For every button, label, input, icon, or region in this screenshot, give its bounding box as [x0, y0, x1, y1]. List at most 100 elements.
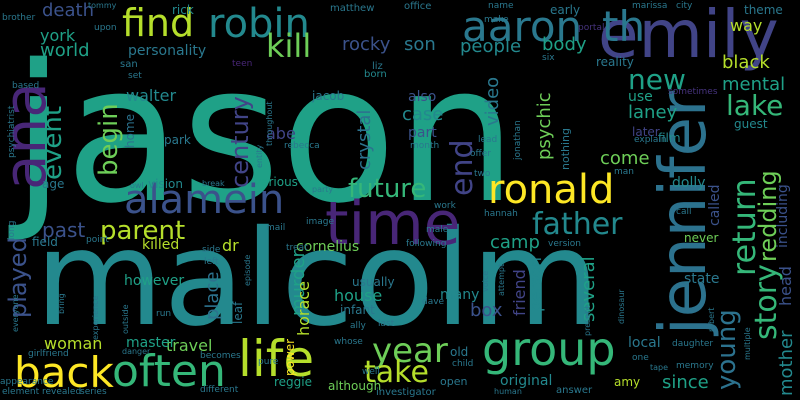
word-find: find: [122, 1, 195, 45]
word-tommy: tommy: [88, 1, 117, 10]
word-local: local: [628, 335, 661, 351]
word-memory: memory: [676, 361, 714, 371]
word-although: although: [328, 379, 382, 393]
word-various: various: [254, 175, 298, 189]
word-group: group: [482, 322, 616, 376]
word-alamein: alamein: [124, 177, 285, 223]
word-male: male: [426, 225, 449, 235]
word-rocky: rocky: [342, 34, 391, 55]
word-tape: tape: [650, 363, 669, 372]
word-part: part: [408, 125, 437, 141]
word-two: two: [474, 169, 491, 179]
word-lake: lake: [726, 89, 784, 122]
word-run: run: [156, 309, 172, 319]
word-born: born: [364, 69, 387, 80]
word-rebecca: rebecca: [284, 141, 320, 151]
word-hannah: hannah: [484, 209, 518, 219]
word-place: place: [202, 271, 223, 320]
word-person: person: [526, 257, 545, 312]
word-case: case: [402, 104, 444, 125]
word-whose: whose: [334, 337, 363, 347]
word-abe: abe: [266, 124, 296, 143]
word-based: based: [12, 81, 40, 91]
word-event: event: [38, 105, 68, 180]
word-psychic: psychic: [534, 92, 555, 160]
word-dave: dave: [422, 297, 445, 307]
word-come: come: [600, 148, 650, 169]
word-people: people: [460, 36, 522, 57]
word-portal: portal: [578, 23, 605, 33]
word-break: break: [202, 179, 225, 188]
word-psychiatrist: psychiatrist: [7, 105, 17, 158]
word-offer: offer: [470, 149, 491, 159]
word-throughout: throughout: [265, 101, 274, 146]
word-house: house: [334, 286, 383, 305]
word-matthew: matthew: [330, 3, 375, 14]
word-reality: reality: [596, 55, 634, 69]
word-pure: pure: [258, 357, 279, 367]
word-outside: outside: [121, 304, 130, 335]
word-teen: teen: [232, 59, 253, 69]
word-set: set: [128, 71, 142, 81]
word-never: never: [684, 231, 719, 245]
word-well: well: [362, 367, 380, 377]
word-parent: parent: [100, 216, 186, 246]
word-make: make: [484, 15, 509, 25]
word-way: way: [730, 16, 763, 35]
word-death: death: [42, 0, 94, 21]
word-everyone: everyone: [11, 294, 20, 333]
word-kill: kill: [266, 27, 312, 65]
word-ronald: ronald: [488, 167, 615, 213]
word-office: office: [404, 1, 432, 12]
word-state: state: [684, 271, 720, 287]
word-attempt: attempt: [497, 263, 506, 296]
word-woman: woman: [44, 334, 103, 353]
word-danger: danger: [122, 347, 151, 356]
word-malcolm: malcolm: [35, 202, 600, 356]
word-video: video: [482, 76, 503, 126]
word-appearance: appearance: [0, 377, 54, 387]
word-power: power: [283, 338, 297, 376]
word-following: following: [406, 239, 447, 249]
word-back: back: [14, 348, 114, 397]
word-end: end: [445, 139, 480, 196]
word-lead: lead: [478, 135, 498, 145]
word-killed: killed: [142, 237, 180, 253]
word-friend: friend: [510, 269, 529, 316]
word-th: th: [602, 2, 646, 51]
word-since: since: [662, 372, 709, 393]
word-young: young: [712, 309, 742, 390]
word-episode: episode: [243, 254, 252, 286]
word-walter: walter: [126, 86, 177, 105]
word-often: often: [112, 346, 226, 397]
word-black: black: [722, 52, 770, 73]
word-take: take: [364, 355, 429, 390]
word-liz: liz: [372, 61, 383, 72]
word-human: human: [494, 387, 522, 396]
word-future: future: [348, 174, 427, 204]
word-multiple: multiple: [743, 327, 752, 360]
word-girlfriend: girlfriend: [28, 349, 69, 359]
word-cornelius: cornelius: [296, 239, 360, 255]
word-body: body: [542, 34, 587, 55]
word-reggie: reggie: [274, 375, 313, 389]
word-field: field: [32, 235, 58, 249]
word-head: head: [776, 266, 795, 306]
word-however: however: [124, 273, 185, 289]
word-rick: rick: [172, 3, 194, 17]
word-century: century: [226, 96, 254, 188]
word-travel: travel: [166, 336, 213, 355]
word-vision: vision: [148, 177, 183, 191]
word-left: left: [204, 257, 219, 267]
word-life: life: [238, 330, 315, 388]
word-usually: usually: [352, 275, 395, 289]
word-guest: guest: [734, 117, 768, 131]
word-personality: personality: [128, 43, 207, 59]
word-jason: jason: [12, 24, 517, 245]
word-time: time: [325, 189, 461, 259]
word-open: open: [440, 375, 468, 388]
word-emily: emily: [598, 0, 779, 73]
word-also: also: [408, 89, 437, 105]
word-party: party: [312, 185, 334, 194]
word-horace: horace: [294, 281, 313, 336]
